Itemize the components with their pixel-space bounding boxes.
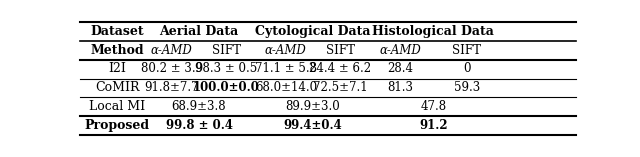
Text: Proposed: Proposed [84,119,150,132]
Text: 59.3: 59.3 [454,81,480,94]
Text: 98.3 ± 0.5: 98.3 ± 0.5 [195,62,257,75]
Text: 91.2: 91.2 [419,119,448,132]
Text: CoMIR: CoMIR [95,81,140,94]
Text: 68.0±14.0: 68.0±14.0 [255,81,317,94]
Text: 47.8: 47.8 [420,100,447,113]
Text: α-AMD: α-AMD [265,44,307,57]
Text: SIFT: SIFT [326,44,355,57]
Text: 71.1 ± 5.8: 71.1 ± 5.8 [255,62,317,75]
Text: 89.9±3.0: 89.9±3.0 [285,100,340,113]
Text: 99.8 ± 0.4: 99.8 ± 0.4 [166,119,232,132]
Text: α-AMD: α-AMD [379,44,420,57]
Text: 28.4: 28.4 [387,62,413,75]
Text: 80.2 ± 3.9: 80.2 ± 3.9 [141,62,203,75]
Text: 0: 0 [463,62,470,75]
Text: Method: Method [90,44,144,57]
Text: α-AMD: α-AMD [151,44,193,57]
Text: SIFT: SIFT [452,44,481,57]
Text: Histological Data: Histological Data [372,25,494,38]
Text: 68.9±3.8: 68.9±3.8 [172,100,227,113]
Text: 99.4±0.4: 99.4±0.4 [284,119,342,132]
Text: SIFT: SIFT [212,44,241,57]
Text: 72.5±7.1: 72.5±7.1 [313,81,368,94]
Text: Cytological Data: Cytological Data [255,25,371,38]
Text: I2I: I2I [108,62,126,75]
Text: 24.4 ± 6.2: 24.4 ± 6.2 [309,62,371,75]
Text: 81.3: 81.3 [387,81,413,94]
Text: Aerial Data: Aerial Data [159,25,239,38]
Text: 100.0±0.0: 100.0±0.0 [193,81,260,94]
Text: 91.8±7.7: 91.8±7.7 [145,81,199,94]
Text: Local MI: Local MI [89,100,145,113]
Text: Dataset: Dataset [90,25,144,38]
